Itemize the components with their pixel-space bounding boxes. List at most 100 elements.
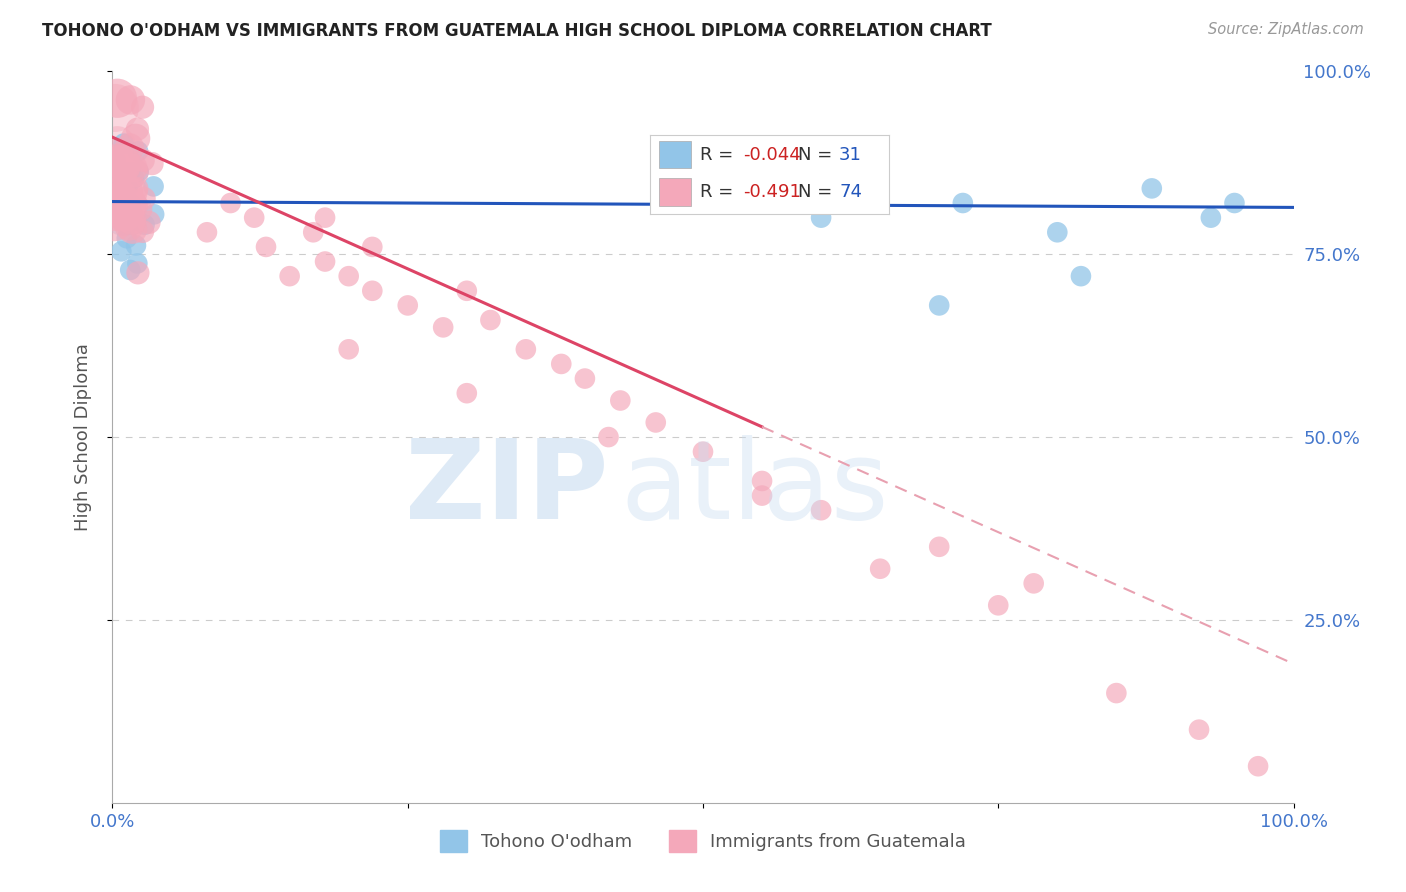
Point xyxy=(810,211,832,225)
Point xyxy=(120,263,142,277)
Point xyxy=(644,416,666,430)
Point xyxy=(987,599,1010,613)
Point xyxy=(110,157,132,171)
Point xyxy=(120,197,142,211)
Y-axis label: High School Diploma: High School Diploma xyxy=(73,343,91,531)
Point xyxy=(105,181,128,195)
Point xyxy=(121,222,143,236)
Point xyxy=(131,224,153,238)
Point xyxy=(127,256,149,270)
Text: Source: ZipAtlas.com: Source: ZipAtlas.com xyxy=(1208,22,1364,37)
Text: atlas: atlas xyxy=(620,434,889,541)
Point xyxy=(121,218,143,232)
Point xyxy=(479,313,502,327)
Point xyxy=(1247,759,1270,773)
Point xyxy=(115,231,138,245)
Point xyxy=(107,195,129,210)
Point xyxy=(432,320,454,334)
Point xyxy=(117,184,139,198)
Point xyxy=(952,196,974,211)
Point xyxy=(121,205,143,219)
Point xyxy=(337,269,360,284)
Point xyxy=(127,266,149,280)
Point xyxy=(105,91,128,105)
Point xyxy=(692,444,714,458)
Text: -0.044: -0.044 xyxy=(744,146,801,164)
Point xyxy=(810,503,832,517)
Point xyxy=(121,161,143,175)
Point xyxy=(125,181,148,195)
Point xyxy=(1188,723,1211,737)
Point xyxy=(243,211,266,225)
Text: 31: 31 xyxy=(839,146,862,164)
Point xyxy=(143,207,166,221)
Point xyxy=(134,218,156,232)
Point xyxy=(103,214,125,228)
Point xyxy=(120,213,142,227)
Point xyxy=(302,225,325,239)
Point xyxy=(108,196,131,211)
Point xyxy=(104,153,127,168)
Point xyxy=(361,240,384,254)
Point xyxy=(122,171,145,186)
Point xyxy=(104,101,127,115)
Point xyxy=(1046,225,1069,239)
Point xyxy=(132,153,155,168)
Point xyxy=(456,284,478,298)
Point xyxy=(254,240,277,254)
Point xyxy=(112,211,135,225)
Point xyxy=(120,93,142,107)
Point xyxy=(121,197,143,211)
Point xyxy=(117,200,139,214)
Point xyxy=(598,430,620,444)
Point xyxy=(125,238,148,252)
Point xyxy=(928,540,950,554)
Point xyxy=(108,208,131,222)
Point xyxy=(128,164,150,178)
Point xyxy=(314,211,336,225)
Point xyxy=(104,204,127,219)
Point xyxy=(692,174,714,188)
Point xyxy=(337,343,360,357)
Point xyxy=(112,204,135,219)
Point xyxy=(456,386,478,401)
Point xyxy=(127,122,149,136)
Point xyxy=(122,166,145,180)
Point xyxy=(751,489,773,503)
FancyBboxPatch shape xyxy=(659,178,690,205)
Point xyxy=(314,254,336,268)
Point xyxy=(1223,196,1246,211)
Point xyxy=(550,357,572,371)
Point xyxy=(105,157,128,171)
Text: TOHONO O'ODHAM VS IMMIGRANTS FROM GUATEMALA HIGH SCHOOL DIPLOMA CORRELATION CHAR: TOHONO O'ODHAM VS IMMIGRANTS FROM GUATEM… xyxy=(42,22,991,40)
Point xyxy=(114,161,136,176)
Point xyxy=(120,165,142,179)
Text: R =: R = xyxy=(700,183,740,202)
Point xyxy=(122,185,145,199)
Point xyxy=(103,152,125,166)
Point xyxy=(105,202,128,216)
Point xyxy=(122,198,145,212)
Point xyxy=(195,225,218,239)
Point xyxy=(117,180,139,194)
Point xyxy=(112,136,135,151)
Point xyxy=(115,215,138,229)
Point xyxy=(1199,211,1222,225)
Point xyxy=(115,203,138,218)
Text: N =: N = xyxy=(799,183,838,202)
Point xyxy=(127,145,149,159)
Point xyxy=(107,190,129,204)
Point xyxy=(1022,576,1045,591)
Text: ZIP: ZIP xyxy=(405,434,609,541)
Point xyxy=(751,474,773,488)
Point xyxy=(131,100,153,114)
Point xyxy=(129,202,152,217)
Text: -0.491: -0.491 xyxy=(744,183,801,202)
Legend: Tohono O'odham, Immigrants from Guatemala: Tohono O'odham, Immigrants from Guatemal… xyxy=(433,823,973,860)
Point xyxy=(112,198,135,212)
Point xyxy=(107,195,129,210)
Point xyxy=(869,562,891,576)
Point xyxy=(609,393,631,408)
Point xyxy=(118,219,141,233)
Point xyxy=(108,208,131,222)
